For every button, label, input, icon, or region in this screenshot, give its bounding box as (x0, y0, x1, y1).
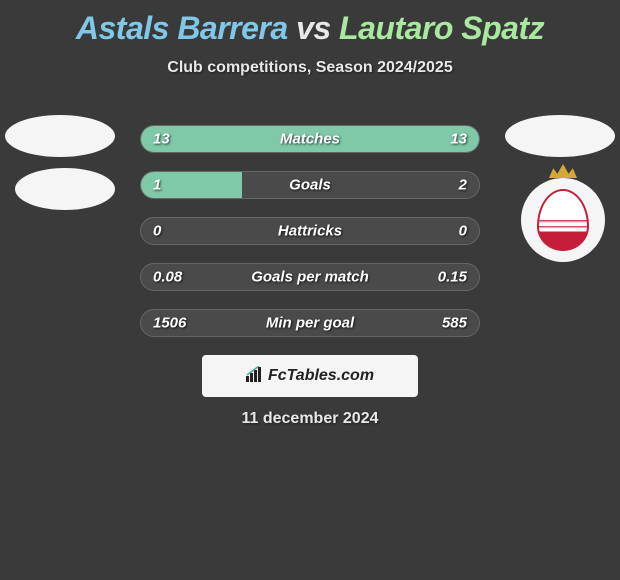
stat-value-left: 1506 (153, 315, 186, 332)
team-placeholder-icon (15, 168, 115, 210)
stat-value-right: 13 (450, 131, 467, 148)
stat-value-right: 2 (459, 177, 467, 194)
stat-value-right: 585 (442, 315, 467, 332)
player1-name: Astals Barrera (76, 10, 288, 46)
stat-value-left: 0 (153, 223, 161, 240)
stat-row: 0.08 Goals per match 0.15 (140, 263, 480, 291)
team-badge-icon (521, 178, 605, 262)
avatar-placeholder-icon (505, 115, 615, 157)
stats-comparison-chart: 13 Matches 13 1 Goals 2 0 Hattricks 0 0.08 Goals p… (140, 125, 480, 355)
stat-value-left: 0.08 (153, 269, 182, 286)
stat-value-left: 1 (153, 177, 161, 194)
stat-label: Hattricks (278, 223, 342, 240)
player2-name: Lautaro Spatz (339, 10, 544, 46)
comparison-title: Astals Barrera vs Lautaro Spatz (0, 0, 620, 47)
brand-label: FcTables.com (246, 366, 374, 387)
player1-team-badge (15, 168, 115, 210)
player2-team-badge (521, 178, 605, 262)
stat-label: Goals (289, 177, 331, 194)
player2-avatar (505, 115, 615, 157)
stat-row: 13 Matches 13 (140, 125, 480, 153)
player1-avatar (5, 115, 115, 157)
stat-row: 0 Hattricks 0 (140, 217, 480, 245)
stat-value-right: 0 (459, 223, 467, 240)
stat-value-right: 0.15 (438, 269, 467, 286)
brand-text: FcTables.com (268, 367, 374, 385)
subtitle: Club competitions, Season 2024/2025 (0, 59, 620, 77)
stat-label: Goals per match (251, 269, 369, 286)
stat-value-left: 13 (153, 131, 170, 148)
generation-date: 11 december 2024 (242, 410, 379, 428)
vs-text: vs (296, 10, 331, 46)
chart-bars-icon (246, 366, 264, 387)
avatar-placeholder-icon (5, 115, 115, 157)
stat-label: Matches (280, 131, 340, 148)
stat-label: Min per goal (266, 315, 354, 332)
branding-box: FcTables.com (202, 355, 418, 397)
stat-row: 1506 Min per goal 585 (140, 309, 480, 337)
stat-row: 1 Goals 2 (140, 171, 480, 199)
